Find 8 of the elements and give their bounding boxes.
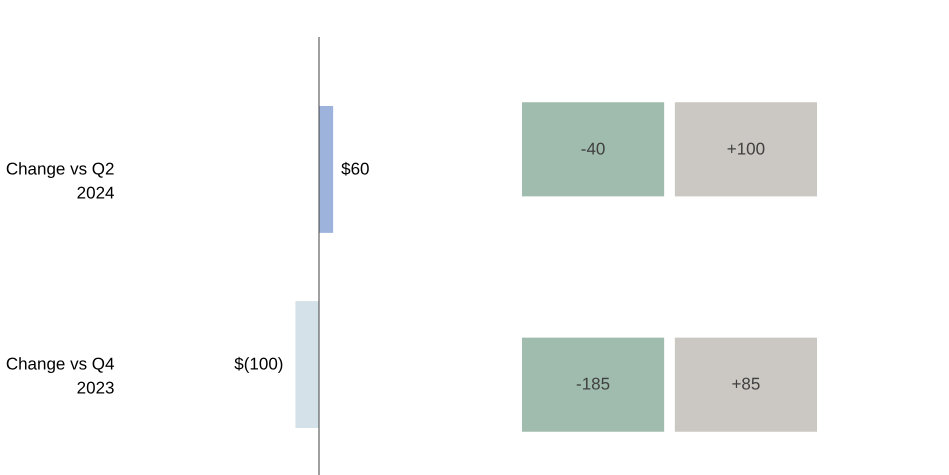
y-tick-label: Change vs Q2 2024 <box>6 159 114 202</box>
text: -185 <box>576 374 610 394</box>
data-label: $60 <box>341 159 370 178</box>
data-label: $(100) <box>234 354 284 374</box>
text: +85 <box>732 374 760 394</box>
text: -40 <box>580 139 606 158</box>
text: +100 <box>726 139 766 158</box>
y-tick-label: Change vs Q4 2023 <box>6 354 114 398</box>
